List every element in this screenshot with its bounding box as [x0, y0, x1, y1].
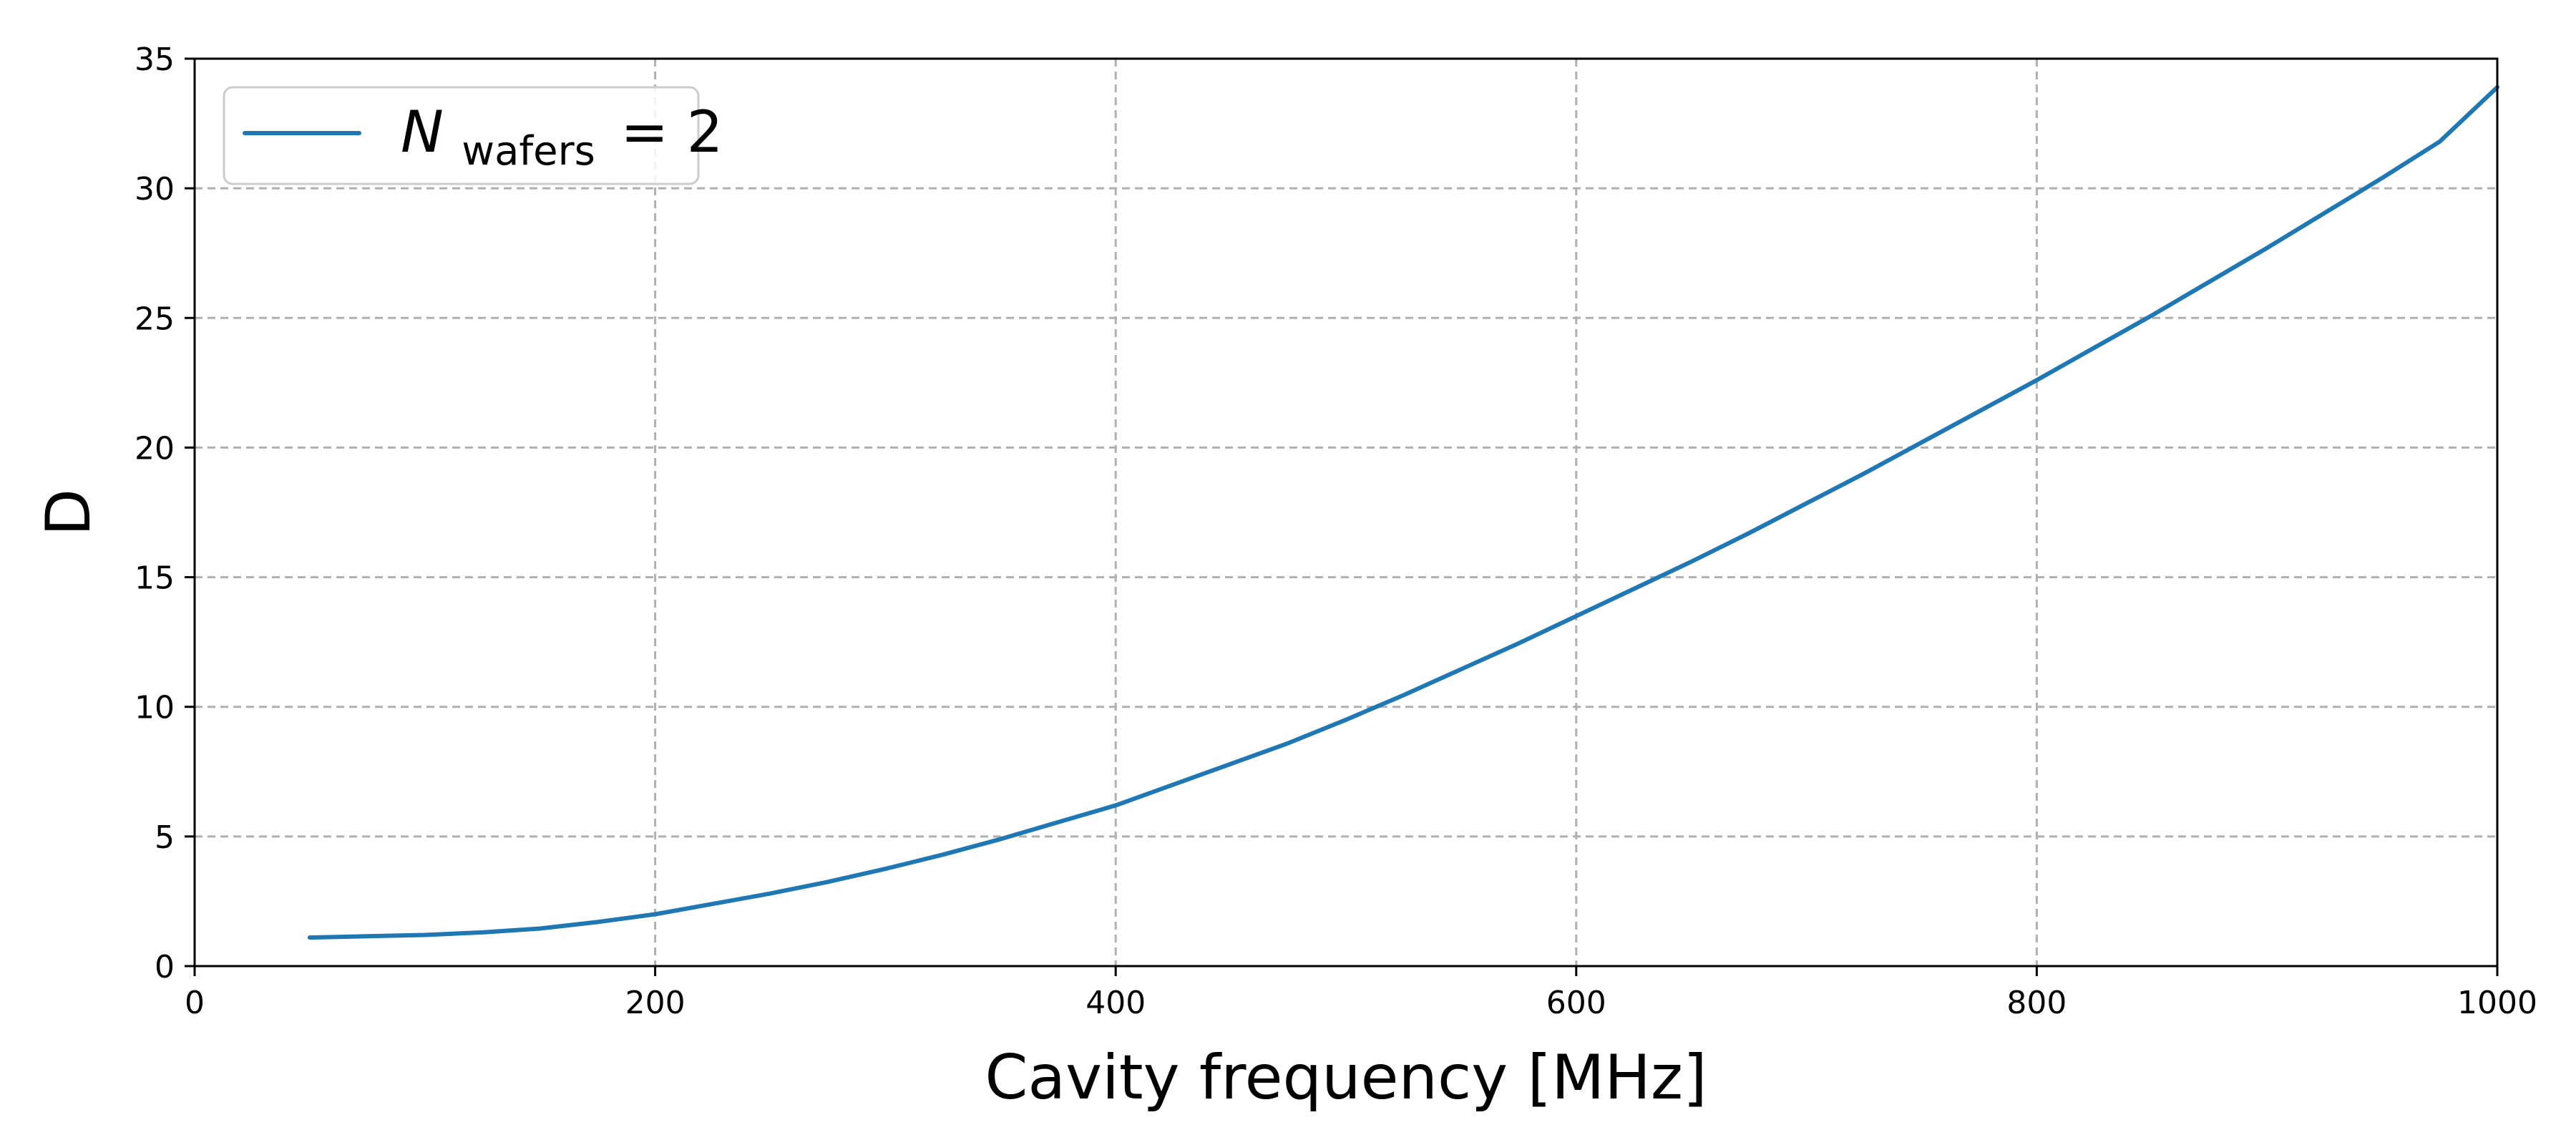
- x-tick-label: 600: [1546, 985, 1606, 1021]
- x-tick-label: 0: [185, 985, 205, 1021]
- y-axis-ticks: 0 5 10 15 20 25 30 35: [135, 42, 195, 985]
- x-tick-label: 800: [2006, 985, 2067, 1021]
- x-axis-ticks: 0 200 400 600 800 1000: [185, 966, 2537, 1021]
- plot-area: [195, 59, 2497, 966]
- legend-relation: = 2: [620, 99, 723, 165]
- y-tick-label: 5: [155, 819, 175, 856]
- legend-box: [223, 86, 700, 185]
- y-tick-label: 25: [135, 301, 175, 337]
- y-tick-label: 0: [155, 949, 175, 985]
- plot-frame: [193, 57, 2499, 968]
- x-axis-title: Cavity frequency [MHz]: [985, 1042, 1707, 1114]
- y-tick-label: 35: [135, 42, 175, 78]
- series-line: [307, 84, 2499, 940]
- y-axis-title: D: [33, 489, 104, 536]
- y-tick-label: 20: [135, 430, 175, 467]
- legend-subscript: wafers: [462, 128, 595, 175]
- legend-symbol: N: [401, 99, 444, 165]
- y-tick-label: 10: [135, 690, 175, 726]
- x-tick-label: 400: [1085, 985, 1146, 1021]
- x-tick-label: 1000: [2457, 985, 2537, 1021]
- x-tick-label: 200: [625, 985, 686, 1021]
- y-tick-label: 15: [135, 560, 175, 597]
- y-tick-label: 30: [135, 171, 175, 208]
- data-series: [307, 84, 2499, 940]
- legend-label: N wafers = 2: [401, 99, 723, 178]
- legend: N wafers = 2: [223, 86, 723, 185]
